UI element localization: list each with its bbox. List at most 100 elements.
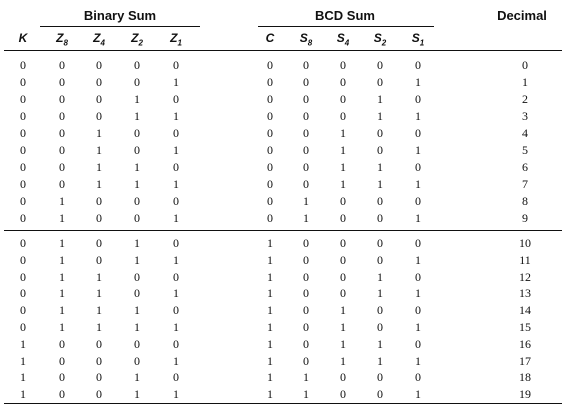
bcd-cell: 0	[340, 109, 346, 123]
binary-cell: 1	[96, 177, 102, 191]
binary-cell: 0	[134, 75, 140, 89]
bcd-cell: 0	[377, 194, 383, 208]
decimal-cell: 1	[522, 75, 528, 89]
binary-sum-group-title: Binary Sum	[83, 8, 157, 23]
binary-cell: 0	[96, 109, 102, 123]
bcd-cell: 1	[377, 177, 383, 191]
bcd-cell: 0	[377, 236, 383, 250]
bcd-cell: 0	[340, 211, 346, 225]
binary-cell: 0	[59, 75, 65, 89]
bcd-cell: 0	[340, 370, 346, 385]
binary-cell: 1	[134, 177, 140, 191]
binary-cell: 0	[20, 75, 26, 89]
binary-cell: 0	[20, 320, 26, 334]
binary-cell: 1	[96, 320, 102, 334]
bcd-cell: 1	[377, 286, 383, 301]
bcd-cell: 0	[303, 160, 309, 174]
binary-cell: 1	[96, 143, 102, 157]
bcd-cell: 1	[415, 252, 421, 267]
decimal-cell: 17	[519, 353, 531, 368]
bcd-cell: 0	[377, 387, 383, 402]
bcd-cell: 0	[415, 336, 421, 351]
bcd-cell: 0	[377, 126, 383, 140]
binary-cell: 0	[96, 58, 102, 72]
binary-cell: 0	[20, 109, 26, 123]
bcd-cell: 0	[377, 252, 383, 267]
decimal-cell: 9	[522, 211, 528, 225]
binary-cell: 1	[96, 303, 102, 318]
bcd-cell: 0	[377, 370, 383, 385]
binary-cell: 1	[20, 387, 26, 402]
bcd-cell: 1	[340, 160, 346, 174]
binary-cell: 0	[59, 370, 65, 385]
binary-cell: 1	[59, 252, 65, 267]
binary-cell: 1	[20, 336, 26, 351]
bcd-cell: 0	[377, 143, 383, 157]
bcd-cell: 1	[377, 92, 383, 106]
bcd-cell: 0	[267, 75, 273, 89]
bcd-cell: 1	[340, 336, 346, 351]
binary-cell: 0	[134, 269, 140, 284]
bcd-cell: 0	[340, 92, 346, 106]
bcd-cell: 0	[303, 336, 309, 351]
bcd-cell: 0	[267, 177, 273, 191]
binary-cell: 0	[59, 109, 65, 123]
bcd-cell: 1	[267, 269, 273, 284]
binary-cell: 1	[59, 269, 65, 284]
binary-cell: 0	[96, 194, 102, 208]
binary-cell: 0	[173, 58, 179, 72]
bcd-cell: 0	[377, 211, 383, 225]
binary-cell: 0	[59, 92, 65, 106]
bcd-cell: 1	[340, 143, 346, 157]
bottom-rule	[4, 403, 562, 404]
binary-cell: 0	[173, 336, 179, 351]
bcd-cell: 1	[415, 143, 421, 157]
decimal-cell: 12	[519, 269, 531, 284]
binary-cell: 1	[96, 269, 102, 284]
binary-cell: 1	[59, 320, 65, 334]
bcd-sum-group-title: BCD Sum	[315, 8, 375, 23]
binary-cell: 1	[134, 236, 140, 250]
bcd-cell: 0	[267, 126, 273, 140]
binary-cell: 1	[59, 303, 65, 318]
binary-cell: 1	[173, 109, 179, 123]
binary-cell: 0	[20, 194, 26, 208]
bcd-sum-underline	[258, 26, 434, 27]
decimal-cell: 2	[522, 92, 528, 106]
bcd-cell: 0	[415, 236, 421, 250]
binary-cell: 0	[96, 387, 102, 402]
binary-cell: 0	[96, 236, 102, 250]
bcd-cell: 0	[303, 109, 309, 123]
bcd-cell: 0	[340, 194, 346, 208]
bcd-col-header-4: S1	[411, 31, 425, 48]
binary-cell: 1	[173, 143, 179, 157]
bcd-cell: 0	[303, 286, 309, 301]
binary-cell: 0	[134, 143, 140, 157]
decimal-cell: 13	[519, 286, 531, 301]
decimal-cell: 8	[522, 194, 528, 208]
bcd-cell: 1	[267, 320, 273, 334]
header-rule	[4, 50, 562, 51]
binary-col-header-1: Z8	[56, 31, 68, 48]
binary-cell: 1	[173, 75, 179, 89]
bcd-cell: 1	[415, 211, 421, 225]
binary-cell: 1	[20, 370, 26, 385]
bcd-cell: 1	[267, 353, 273, 368]
bcd-cell: 0	[340, 387, 346, 402]
bcd-cell: 0	[377, 303, 383, 318]
binary-cell: 0	[20, 143, 26, 157]
bcd-cell: 1	[340, 303, 346, 318]
binary-cell: 1	[173, 320, 179, 334]
binary-cell: 0	[173, 370, 179, 385]
decimal-cell: 18	[519, 370, 531, 385]
binary-cell: 1	[20, 353, 26, 368]
binary-cell: 1	[134, 303, 140, 318]
decimal-cell: 3	[522, 109, 528, 123]
bcd-cell: 1	[377, 269, 383, 284]
bcd-cell: 0	[303, 177, 309, 191]
bcd-cell: 1	[267, 336, 273, 351]
binary-cell: 0	[20, 252, 26, 267]
bcd-cell: 0	[303, 303, 309, 318]
bcd-cell: 0	[303, 320, 309, 334]
bcd-cell: 0	[415, 303, 421, 318]
